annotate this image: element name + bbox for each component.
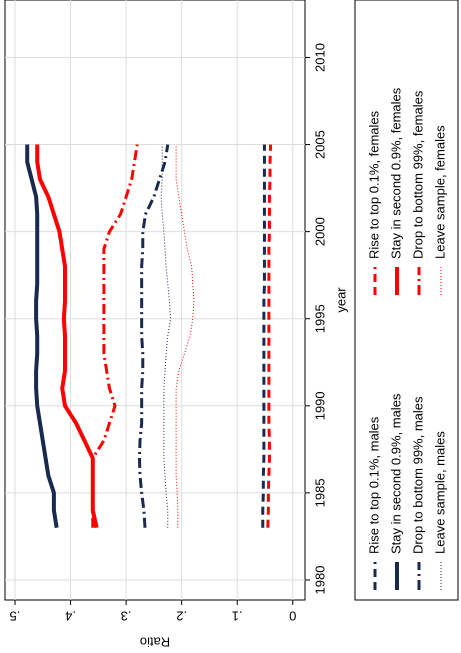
x-tick-label: 1985 <box>312 478 327 507</box>
legend-label: Stay in second 0.9%, males <box>388 393 403 554</box>
x-tick-label: 2000 <box>312 217 327 246</box>
y-tick-label: .1 <box>232 609 243 624</box>
legend-label: Drop to bottom 99%, males <box>410 396 425 554</box>
series-line <box>266 144 273 528</box>
y-tick-label: .4 <box>65 609 76 624</box>
x-tick-label: 2005 <box>312 130 327 159</box>
legend-label: Leave sample, males <box>432 431 447 554</box>
legend-frame <box>354 0 459 601</box>
series-line <box>175 144 195 528</box>
legend-label: Rise to top 0.1%, females <box>366 110 381 259</box>
y-axis-label: Ratio <box>140 635 170 650</box>
y-tick-label: .5 <box>10 609 21 624</box>
legend-label: Rise to top 0.1%, males <box>366 416 381 554</box>
x-tick-label: 1990 <box>312 391 327 420</box>
series-line <box>91 144 139 528</box>
y-tick-label: 0 <box>289 609 296 624</box>
x-tick-label: 1980 <box>312 566 327 595</box>
series-line <box>160 144 172 528</box>
legend-label: Stay in second 0.9%, females <box>388 87 403 259</box>
x-tick-label: 1995 <box>312 304 327 333</box>
x-tick-label: 2010 <box>312 43 327 72</box>
legend-label: Drop to bottom 99%, females <box>410 90 425 259</box>
legend-label: Leave sample, females <box>432 125 447 259</box>
series-line <box>137 144 170 528</box>
plot-frame <box>4 0 306 601</box>
y-tick-label: .2 <box>176 609 187 624</box>
x-axis-label: year <box>333 287 348 313</box>
y-tick-label: .3 <box>121 609 132 624</box>
series-line <box>25 144 59 529</box>
series-line <box>261 144 266 528</box>
chart-body: year Ratio 0 .1 .2 .3 .4 .5 1980 1985 1990 1995 20… <box>4 0 459 650</box>
